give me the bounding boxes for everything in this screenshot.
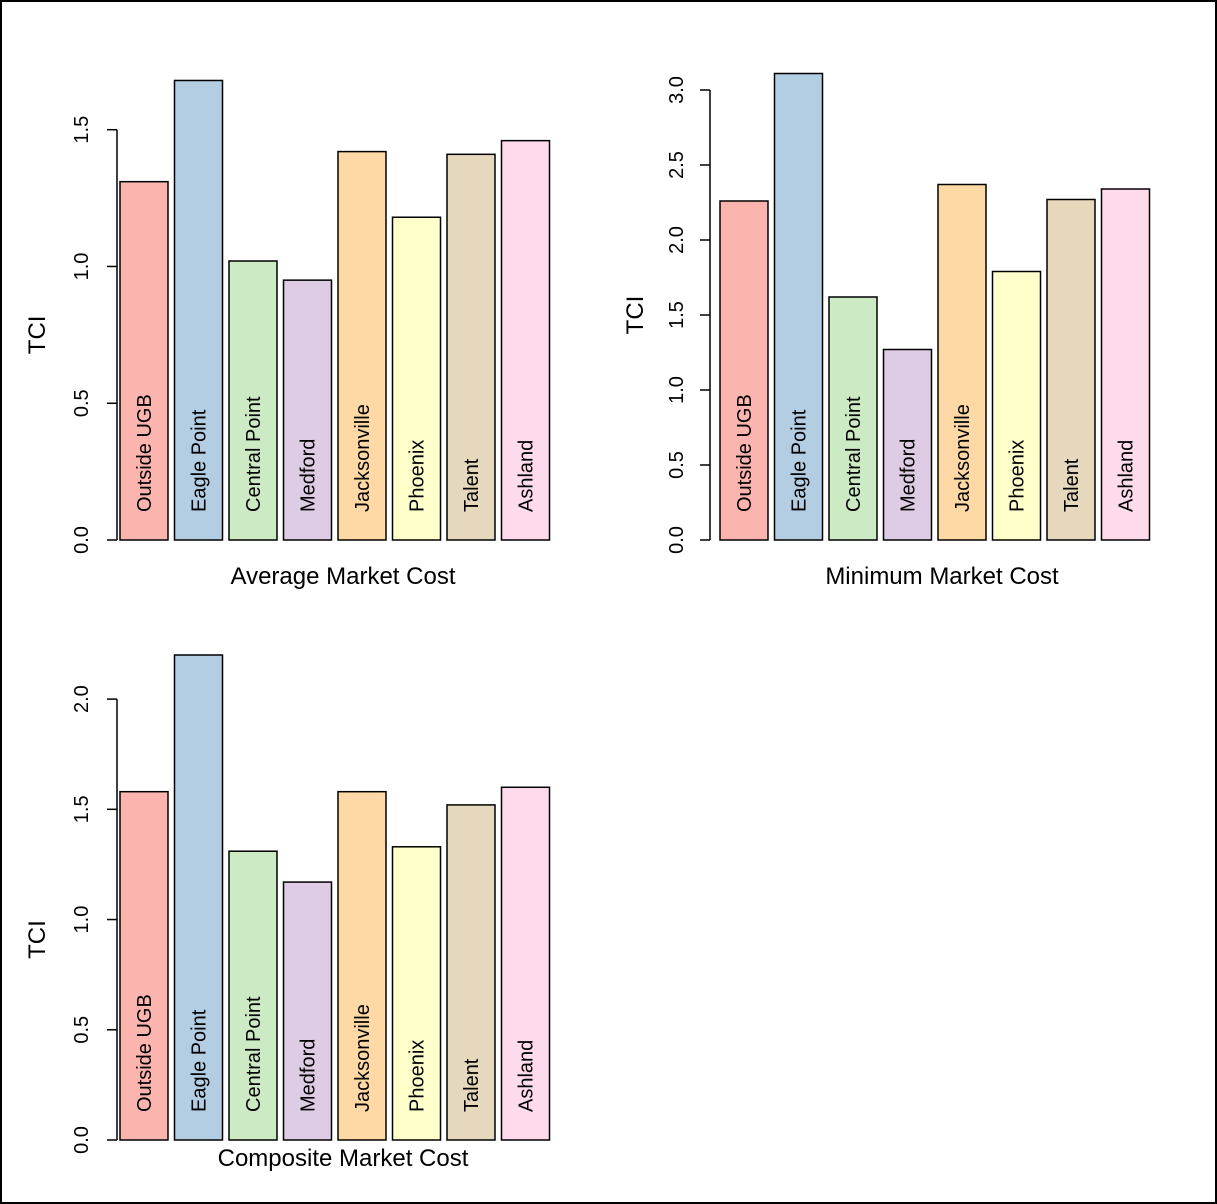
bar	[446, 153, 496, 541]
bar-label: Talent	[461, 1058, 483, 1112]
bar-label: Medford	[898, 439, 920, 512]
chart-panel-composite: Outside UGB Eagle Point Central Point Medfo…	[24, 654, 551, 1172]
bar-label: Talent	[1061, 458, 1083, 512]
y-axis: 0.0 0.5 1.0 1.5 2.0 2.5 3.0	[666, 76, 711, 554]
bar	[719, 200, 769, 541]
bar	[119, 790, 169, 1141]
y-tick-label: 1.5	[666, 301, 688, 329]
y-tick-label: 1.5	[71, 795, 93, 823]
y-axis: 0.0 0.5 1.0 1.5 2.0	[71, 685, 118, 1154]
y-tick-label: 0.0	[71, 526, 93, 554]
y-tick-label: 0.5	[71, 1016, 93, 1044]
chart-panel-minimum: Outside UGB Eagle Point Central Point Medfo…	[622, 72, 1151, 590]
bar-label: Talent	[461, 458, 483, 512]
bar	[500, 139, 551, 541]
bar-label: Outside UGB	[134, 394, 156, 512]
bar-label: Jacksonville	[952, 404, 974, 512]
x-axis-title: Minimum Market Cost	[825, 563, 1059, 590]
bar-label: Central Point	[843, 396, 865, 512]
bar	[391, 846, 442, 1141]
y-tick-label: 0.0	[71, 1126, 93, 1154]
y-tick-label: 2.0	[71, 685, 93, 713]
bar-group: Outside UGB Eagle Point Central Point Medfo…	[719, 72, 1151, 541]
bar-label: Central Point	[243, 396, 265, 512]
bar-group: Outside UGB Eagle Point Central Point Medfo…	[119, 654, 551, 1141]
y-tick-label: 3.0	[666, 76, 688, 104]
y-axis-title: TCI	[622, 296, 649, 335]
bar-label: Medford	[298, 1039, 320, 1112]
bar-label: Phoenix	[1007, 440, 1029, 512]
bar	[828, 296, 878, 541]
bar	[282, 881, 333, 1141]
y-tick-label: 2.0	[666, 226, 688, 254]
bar	[500, 786, 551, 1141]
bar-group: Outside UGB Eagle Point Central Point Medfo…	[119, 79, 551, 541]
chart-panel-average: Outside UGB Eagle Point Central Point Medfo…	[24, 79, 551, 590]
bar	[337, 790, 387, 1141]
bar	[773, 72, 824, 541]
bar-label: Outside UGB	[734, 394, 756, 512]
y-tick-label: 0.5	[71, 389, 93, 417]
bar-label: Medford	[298, 439, 320, 512]
bar-label: Phoenix	[407, 1040, 429, 1112]
bar-label: Outside UGB	[134, 994, 156, 1112]
bar	[446, 804, 496, 1141]
bar	[282, 279, 333, 541]
y-axis-title: TCI	[24, 316, 51, 355]
bar	[882, 348, 933, 541]
bar-label: Ashland	[516, 440, 538, 512]
bar-label: Eagle Point	[789, 409, 811, 512]
y-tick-label: 1.0	[666, 376, 688, 404]
bar	[119, 180, 169, 541]
bar	[173, 79, 224, 541]
bar-label: Phoenix	[407, 440, 429, 512]
bar	[173, 654, 224, 1141]
bar	[391, 216, 442, 541]
y-tick-label: 1.0	[71, 906, 93, 934]
bar-label: Jacksonville	[352, 1004, 374, 1112]
y-tick-label: 1.5	[71, 116, 93, 144]
bar-label: Jacksonville	[352, 404, 374, 512]
bar	[937, 183, 987, 541]
y-tick-label: 0.0	[666, 526, 688, 554]
y-tick-label: 0.5	[666, 451, 688, 479]
x-axis-title: Composite Market Cost	[218, 1145, 469, 1172]
bar	[991, 270, 1042, 541]
bar-label: Eagle Point	[189, 1009, 211, 1112]
bar	[228, 850, 278, 1141]
y-axis-title: TCI	[24, 920, 51, 959]
bar-label: Ashland	[1116, 440, 1138, 512]
y-tick-label: 1.0	[71, 253, 93, 281]
bar-label: Eagle Point	[189, 409, 211, 512]
bar	[1046, 198, 1096, 541]
bar	[228, 260, 278, 541]
bar	[337, 150, 387, 541]
y-axis: 0.0 0.5 1.0 1.5	[71, 116, 118, 554]
y-tick-label: 2.5	[666, 151, 688, 179]
bar-label: Central Point	[243, 996, 265, 1112]
x-axis-title: Average Market Cost	[231, 563, 456, 590]
bar-label: Ashland	[516, 1040, 538, 1112]
bar	[1100, 188, 1151, 541]
